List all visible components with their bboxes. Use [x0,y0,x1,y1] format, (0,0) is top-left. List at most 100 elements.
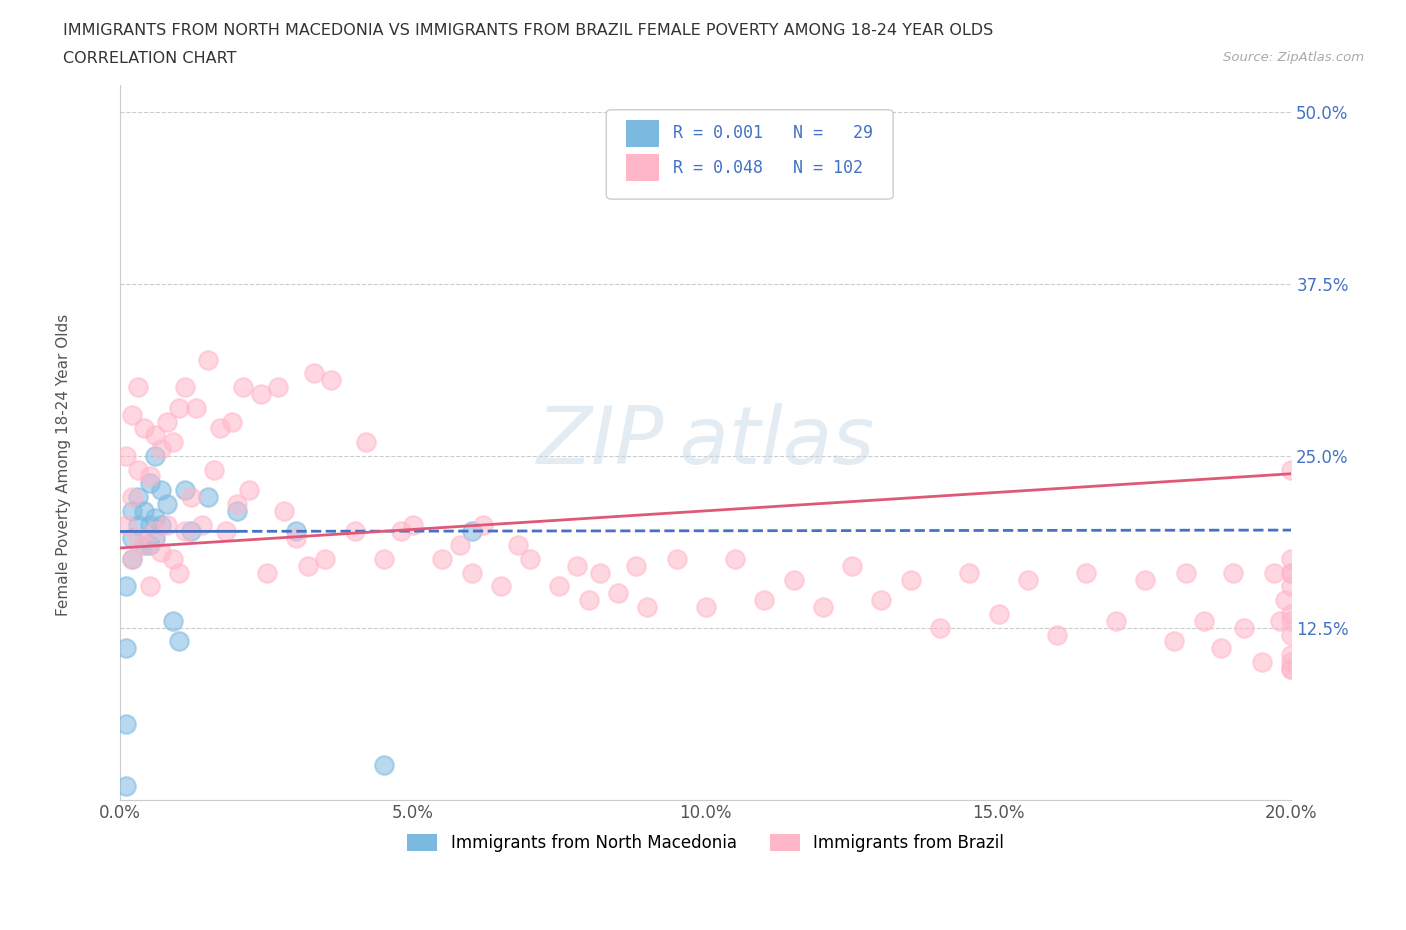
Point [156,497,179,512]
Point [256,565,278,580]
Point [636,600,658,615]
Point [1233,620,1256,635]
Point [1076,565,1098,580]
Point [226,503,249,518]
Point [724,551,747,566]
Point [1279,655,1302,670]
Point [841,558,863,573]
Point [373,551,395,566]
Point [121,407,143,422]
Point [1268,614,1291,629]
Point [607,586,630,601]
Point [121,551,143,566]
Point [145,448,167,463]
Point [1174,565,1197,580]
Point [957,565,980,580]
Text: IMMIGRANTS FROM NORTH MACEDONIA VS IMMIGRANTS FROM BRAZIL FEMALE POVERTY AMONG 1: IMMIGRANTS FROM NORTH MACEDONIA VS IMMIG… [63,23,994,38]
Point [215,524,238,538]
Point [150,517,173,532]
FancyBboxPatch shape [606,110,893,199]
Point [221,414,243,429]
Point [1192,614,1215,629]
Point [1222,565,1244,580]
Point [167,400,190,415]
FancyBboxPatch shape [626,120,659,147]
Point [1105,614,1128,629]
Point [173,379,195,394]
Point [665,551,688,566]
Point [302,366,325,381]
Point [173,524,195,538]
Point [449,538,471,552]
Point [180,490,202,505]
Point [121,551,143,566]
Point [121,490,143,505]
Point [132,421,155,436]
Point [319,373,342,388]
Point [138,538,160,552]
Point [145,524,167,538]
Point [138,469,160,484]
Point [354,434,377,449]
Point [150,545,173,560]
Legend: Immigrants from North Macedonia, Immigrants from Brazil: Immigrants from North Macedonia, Immigra… [401,828,1011,859]
Point [460,565,482,580]
Point [197,352,219,367]
Point [138,476,160,491]
Point [145,531,167,546]
Point [232,379,254,394]
Point [150,483,173,498]
Point [389,524,412,538]
Point [1279,462,1302,477]
Point [508,538,530,552]
Point [578,592,600,607]
Point [1279,565,1302,580]
Point [489,579,512,594]
Point [121,531,143,546]
Point [373,758,395,773]
Point [156,414,179,429]
Point [343,524,366,538]
Point [929,620,952,635]
Text: CORRELATION CHART: CORRELATION CHART [63,51,236,66]
Point [1133,572,1156,587]
Point [432,551,454,566]
Point [138,579,160,594]
Point [811,600,834,615]
Point [460,524,482,538]
Point [565,558,588,573]
Point [1279,647,1302,662]
Point [162,434,184,449]
Point [115,778,138,793]
Point [115,517,138,532]
Text: R = 0.048   N = 102: R = 0.048 N = 102 [673,159,863,177]
Point [1279,661,1302,676]
Point [1263,565,1285,580]
Point [226,497,249,512]
Point [145,511,167,525]
Point [1279,661,1302,676]
Point [121,503,143,518]
Point [1274,592,1296,607]
Point [127,531,149,546]
Point [173,483,195,498]
Point [162,614,184,629]
Point [1279,565,1302,580]
Point [132,538,155,552]
Point [1279,579,1302,594]
Point [250,387,273,402]
Point [132,538,155,552]
Point [115,641,138,656]
Point [127,490,149,505]
Point [297,558,319,573]
Point [987,606,1010,621]
Point [167,634,190,649]
Point [402,517,425,532]
Point [1279,606,1302,621]
Text: R = 0.001   N =   29: R = 0.001 N = 29 [673,125,873,142]
Point [314,551,336,566]
Point [162,551,184,566]
Point [238,483,260,498]
Point [180,524,202,538]
Point [870,592,893,607]
